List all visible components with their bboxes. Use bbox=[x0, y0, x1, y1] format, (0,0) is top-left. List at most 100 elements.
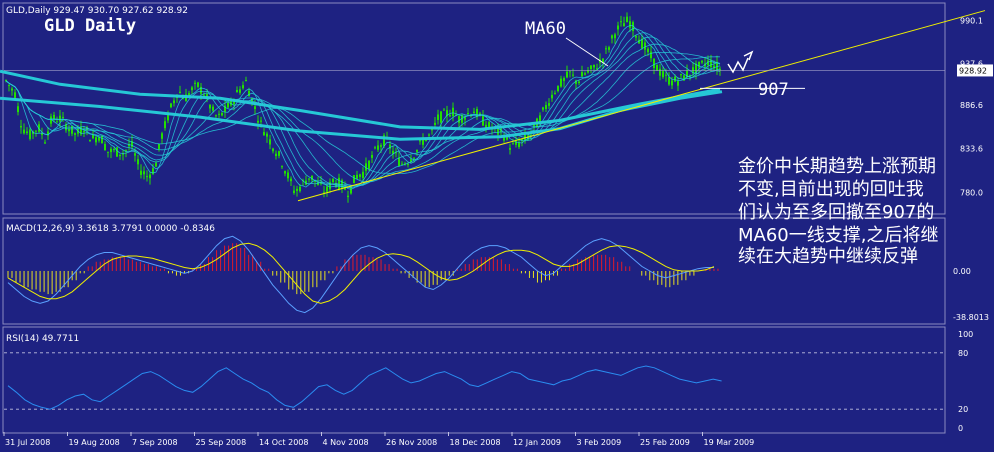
price-candle bbox=[296, 185, 298, 197]
price-candle bbox=[113, 147, 115, 153]
price-candle bbox=[116, 146, 118, 158]
price-candle bbox=[638, 35, 640, 44]
price-candle bbox=[194, 80, 196, 90]
price-candle bbox=[23, 123, 25, 135]
price-candle bbox=[347, 190, 349, 203]
price-candle bbox=[716, 55, 718, 75]
price-candle bbox=[365, 157, 367, 176]
price-candle bbox=[269, 134, 271, 150]
ma60-label: MA60 bbox=[525, 19, 566, 39]
x-date-label: 14 Oct 2008 bbox=[259, 438, 308, 447]
price-candle bbox=[656, 64, 658, 71]
price-tick-label: 886.6 bbox=[960, 101, 983, 110]
price-tick-label: 937.6 bbox=[960, 59, 983, 68]
price-candle bbox=[62, 112, 64, 122]
price-candle bbox=[212, 104, 214, 113]
x-date-label: 3 Feb 2009 bbox=[577, 438, 622, 447]
price-candle bbox=[524, 129, 526, 144]
price-candle bbox=[377, 140, 379, 153]
x-date-label: 31 Jul 2008 bbox=[5, 438, 50, 447]
price-candle bbox=[545, 101, 547, 113]
price-panel-frame bbox=[2, 2, 946, 215]
price-candle bbox=[305, 175, 307, 186]
price-candle bbox=[158, 143, 160, 152]
price-candle bbox=[110, 146, 112, 159]
price-candle bbox=[149, 171, 151, 185]
price-candle bbox=[284, 170, 286, 177]
price-candle bbox=[371, 151, 373, 163]
ma60-line bbox=[0, 90, 723, 141]
price-candle bbox=[662, 66, 664, 79]
price-candle bbox=[473, 107, 475, 114]
price-candle bbox=[38, 121, 40, 134]
rsi-series-layer bbox=[4, 352, 945, 410]
price-candle bbox=[236, 86, 238, 93]
ma-short-line bbox=[5, 52, 721, 183]
ma-short-line bbox=[5, 56, 721, 175]
price-candle bbox=[47, 126, 49, 140]
price-candle bbox=[356, 170, 358, 180]
ma-short-line bbox=[5, 25, 721, 190]
price-candle bbox=[245, 76, 247, 82]
price-candle bbox=[392, 145, 394, 159]
ma-long-line bbox=[0, 69, 721, 131]
price-tick-label: 780.0 bbox=[960, 189, 983, 198]
price-candle bbox=[374, 145, 376, 150]
price-candle bbox=[554, 90, 556, 95]
price-candle bbox=[68, 124, 70, 137]
price-candle bbox=[353, 174, 355, 184]
price-candle bbox=[401, 161, 403, 165]
rsi-panel-frame bbox=[2, 326, 946, 434]
price-candle bbox=[485, 120, 487, 133]
price-candle bbox=[197, 81, 199, 89]
last-price-badge bbox=[957, 64, 993, 77]
rsi-tick-label: 100 bbox=[958, 330, 973, 339]
price-candle bbox=[164, 117, 166, 131]
price-candle bbox=[581, 65, 583, 77]
ma-short-line bbox=[5, 36, 721, 186]
price-candle bbox=[215, 114, 217, 118]
price-candle bbox=[641, 34, 643, 50]
price-candle bbox=[338, 173, 340, 191]
macd-title: MACD(12,26,9) 3.3618 3.7791 0.0000 -0.83… bbox=[6, 224, 215, 234]
price-candle bbox=[239, 86, 241, 95]
price-candle bbox=[596, 63, 598, 71]
price-candle bbox=[452, 102, 454, 122]
price-candle bbox=[590, 64, 592, 74]
price-candle bbox=[275, 150, 277, 160]
price-candle bbox=[560, 75, 562, 88]
rsi-tick-label: 20 bbox=[958, 405, 968, 414]
macd-tick-label: 0.00 bbox=[953, 267, 971, 276]
macd-series-layer bbox=[7, 235, 719, 314]
rsi-line bbox=[7, 365, 722, 410]
price-candle bbox=[137, 155, 139, 170]
price-tick-label: 833.6 bbox=[960, 145, 983, 154]
arrow-head-icon bbox=[743, 50, 754, 61]
price-candle bbox=[122, 150, 124, 161]
price-candle bbox=[191, 85, 193, 95]
price-candle bbox=[8, 84, 10, 92]
price-candle bbox=[272, 147, 274, 154]
price-candle bbox=[281, 165, 283, 170]
price-candle bbox=[89, 139, 91, 142]
price-candle bbox=[107, 151, 109, 158]
price-candle bbox=[635, 34, 637, 41]
comment-block: 金价中长期趋势上涨预期 不变,目前出现的回吐我 们认为至多回撤至907的 MA6… bbox=[738, 156, 938, 267]
price-candle bbox=[263, 128, 265, 136]
price-candle bbox=[170, 102, 172, 109]
price-candle bbox=[548, 98, 550, 110]
price-candle bbox=[146, 170, 148, 182]
price-candle bbox=[398, 150, 400, 167]
level-907-label: 907 bbox=[758, 80, 789, 100]
rebound-arrow-icon bbox=[727, 57, 749, 74]
price-candle bbox=[557, 85, 559, 93]
price-candle bbox=[203, 92, 205, 97]
price-candle bbox=[266, 131, 268, 143]
price-candle bbox=[437, 109, 439, 125]
x-date-label: 4 Nov 2008 bbox=[323, 438, 369, 447]
price-series-layer bbox=[0, 10, 986, 203]
price-candle bbox=[26, 127, 28, 135]
price-candle bbox=[572, 68, 574, 78]
price-candle bbox=[119, 154, 121, 160]
price-candle bbox=[701, 59, 703, 65]
